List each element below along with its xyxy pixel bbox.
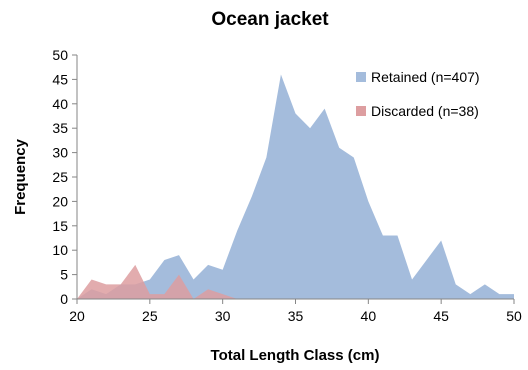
- series-area-discarded: [77, 264, 238, 299]
- y-tick-label: 35: [52, 120, 68, 136]
- y-tick-label: 45: [52, 71, 68, 87]
- y-tick-label: 40: [52, 96, 68, 112]
- x-tick-label: 50: [506, 308, 522, 324]
- y-tick-label: 15: [52, 218, 68, 234]
- y-axis-title: Frequency: [12, 138, 29, 215]
- y-tick-label: 20: [52, 193, 68, 209]
- x-tick-label: 35: [288, 308, 304, 324]
- y-tick-label: 50: [52, 47, 68, 63]
- series-area-retained: [77, 74, 514, 300]
- x-axis-ticks: 20 25 30 35 40 45 50: [69, 299, 522, 324]
- y-tick-label: 5: [60, 267, 68, 283]
- legend-label: Discarded (n=38): [371, 103, 479, 119]
- legend: Retained (n=407) Discarded (n=38): [356, 69, 480, 119]
- y-tick-label: 25: [52, 169, 68, 185]
- plot-areas: [77, 74, 514, 300]
- legend-swatch: [356, 106, 366, 116]
- legend-label: Retained (n=407): [371, 69, 480, 85]
- chart-title: Ocean jacket: [211, 9, 329, 30]
- y-tick-label: 30: [52, 145, 68, 161]
- x-tick-label: 45: [433, 308, 449, 324]
- x-tick-label: 25: [142, 308, 158, 324]
- legend-swatch: [356, 72, 366, 82]
- x-tick-label: 30: [215, 308, 231, 324]
- x-tick-label: 20: [69, 308, 85, 324]
- x-axis-title: Total Length Class (cm): [211, 347, 380, 364]
- y-tick-label: 0: [60, 291, 68, 307]
- y-tick-label: 10: [52, 242, 68, 258]
- x-tick-label: 40: [361, 308, 377, 324]
- y-axis-ticks: 0 5 10 15 20 25 30 35 40 45 50: [52, 47, 77, 307]
